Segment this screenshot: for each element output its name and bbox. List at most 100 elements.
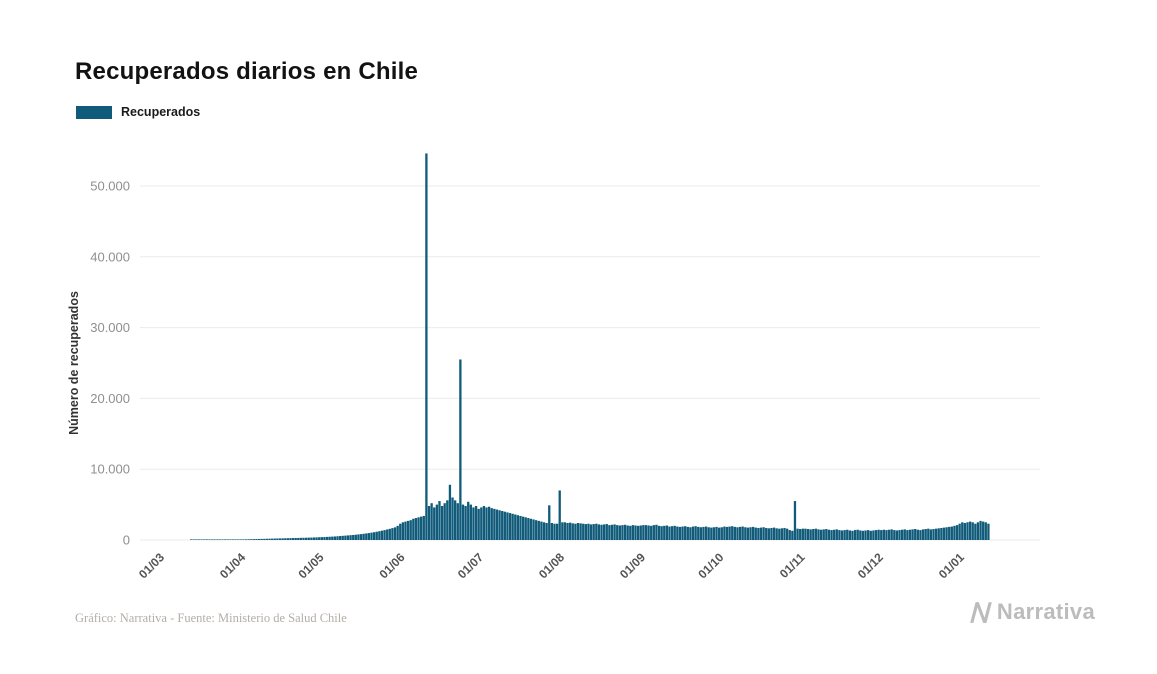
- bar-recuperados: [678, 526, 682, 540]
- bar-recuperados: [882, 529, 885, 540]
- bar-recuperados: [704, 526, 708, 540]
- bar-recuperados: [244, 539, 248, 540]
- bar-recuperados: [684, 526, 687, 540]
- bar-recuperados: [260, 538, 263, 540]
- bar-recuperados: [710, 527, 713, 540]
- bar-recuperados: [344, 535, 347, 540]
- bar-recuperados: [603, 524, 606, 540]
- bar-recuperados: [767, 528, 770, 540]
- bar-recuperados: [877, 529, 880, 540]
- x-axis-tick-label: 01/12: [855, 550, 886, 581]
- bar-recuperados: [404, 521, 407, 540]
- bar-recuperados: [563, 522, 567, 540]
- bar-recuperados: [498, 510, 501, 540]
- y-axis-tick-label: 50.000: [90, 179, 130, 194]
- bar-recuperados: [629, 525, 632, 540]
- bar-recuperados: [780, 528, 784, 540]
- bar-recuperados: [676, 526, 679, 540]
- legend-label: Recuperados: [121, 105, 201, 119]
- bar-recuperados: [388, 528, 391, 540]
- bar-recuperados: [396, 525, 399, 540]
- bar-recuperados: [412, 518, 415, 540]
- bar-recuperados: [305, 537, 308, 540]
- bar-recuperados: [694, 526, 697, 540]
- bar-recuperados: [942, 527, 946, 540]
- bar-recuperados: [940, 527, 943, 540]
- bar-recuperados: [299, 537, 303, 540]
- bar-recuperados: [851, 530, 854, 540]
- bar-recuperados: [738, 526, 742, 540]
- bar-recuperados: [927, 528, 930, 540]
- bar-recuperados: [417, 517, 420, 540]
- bar-recuperados: [720, 527, 723, 540]
- bar-recuperados: [869, 530, 872, 540]
- bar-recuperados: [231, 539, 235, 540]
- bar-recuperados: [367, 533, 371, 540]
- bar-recuperados: [545, 523, 548, 540]
- bar-recuperados: [689, 527, 692, 540]
- bar-recuperados: [443, 503, 446, 540]
- bar-recuperados: [477, 508, 480, 540]
- bar-recuperados: [323, 537, 326, 540]
- bar-recuperados: [425, 153, 428, 540]
- bar-recuperados: [393, 527, 397, 540]
- bar-recuperados: [328, 536, 331, 540]
- bar-recuperados: [435, 504, 439, 540]
- bar-recuperados: [702, 526, 705, 540]
- bar-recuperados: [278, 538, 282, 540]
- bar-recuperados: [958, 523, 961, 540]
- y-axis-title: Número de recuperados: [67, 291, 81, 435]
- bar-recuperados: [976, 522, 980, 540]
- bar-recuperados: [814, 528, 818, 540]
- bar-recuperados: [791, 530, 794, 540]
- bar-recuperados: [561, 522, 564, 540]
- bar-recuperados: [966, 522, 969, 540]
- bar-recuperados: [830, 530, 833, 540]
- bar-recuperados: [924, 529, 927, 540]
- narrativa-logo-text: Narrativa: [996, 599, 1095, 624]
- bar-recuperados: [812, 529, 815, 540]
- bar-recuperados: [616, 525, 619, 540]
- bar-recuperados: [422, 515, 425, 540]
- bar-recuperados: [840, 530, 844, 540]
- bar-recuperados: [778, 528, 781, 540]
- bar-recuperados: [320, 537, 323, 540]
- bar-recuperados: [665, 525, 669, 540]
- bar-recuperados: [472, 507, 475, 540]
- bar-recuperados: [788, 530, 791, 540]
- bar-recuperados: [785, 528, 789, 540]
- bar-recuperados: [600, 524, 603, 540]
- bar-recuperados: [448, 484, 452, 540]
- bar-recuperados: [663, 525, 666, 540]
- bar-recuperados: [948, 526, 951, 540]
- bar-recuperados: [681, 526, 684, 540]
- x-axis-tick-label: 01/06: [376, 550, 407, 581]
- bar-recuperados: [558, 490, 561, 540]
- bar-recuperados: [979, 520, 982, 540]
- bar-recuperados: [294, 537, 297, 540]
- bar-recuperados: [446, 500, 449, 540]
- bar-recuperados: [819, 529, 823, 540]
- bar-recuperados: [524, 517, 527, 540]
- bar-recuperados: [639, 525, 642, 540]
- bar-recuperados: [291, 538, 295, 540]
- bar-recuperados: [378, 531, 381, 540]
- bar-recuperados: [521, 516, 525, 540]
- bar-recuperados: [589, 524, 593, 540]
- bar-recuperados: [451, 497, 454, 540]
- bar-recuperados: [508, 513, 512, 540]
- y-axis-tick-label: 20.000: [90, 391, 130, 406]
- bar-recuperados: [775, 528, 778, 540]
- bar-recuperados: [354, 534, 357, 540]
- bar-recuperados: [302, 537, 305, 540]
- bar-recuperados: [310, 537, 313, 540]
- bar-recuperados: [375, 531, 378, 540]
- bar-recuperados: [331, 536, 334, 540]
- bar-recuperados: [919, 530, 922, 540]
- bar-recuperados: [673, 525, 676, 540]
- bar-recuperados: [597, 524, 601, 540]
- bar-recuperados: [409, 520, 412, 540]
- bar-recuperados: [582, 523, 585, 540]
- bar-recuperados: [454, 500, 457, 540]
- bar-recuperados: [213, 539, 216, 540]
